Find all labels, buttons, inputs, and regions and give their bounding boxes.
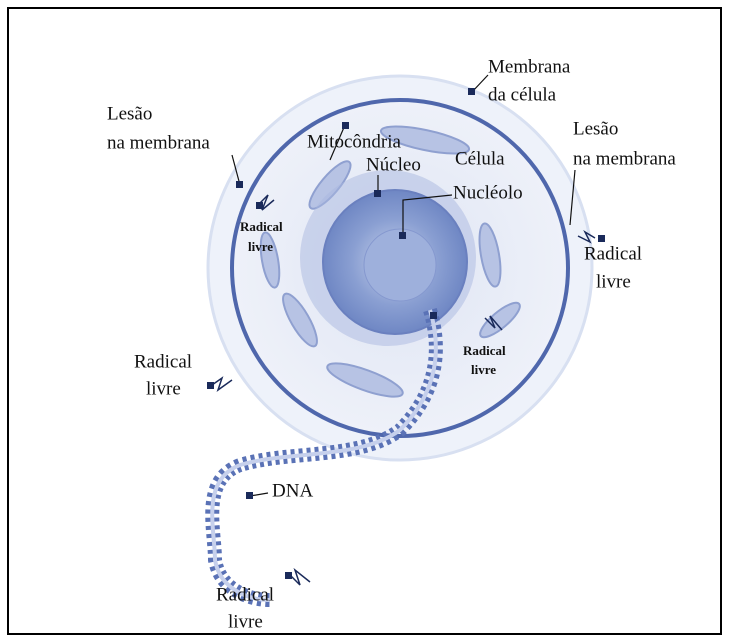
label: Lesão <box>107 103 152 124</box>
label: Lesão <box>573 118 618 139</box>
organelles <box>259 125 521 398</box>
markers <box>207 88 605 579</box>
label: livre <box>596 271 631 292</box>
label: DNA <box>272 480 313 501</box>
label: Radical <box>584 243 642 264</box>
dna-backbone <box>210 309 438 602</box>
radical-bolts <box>211 194 596 586</box>
leader-lines <box>231 74 576 497</box>
label: livre <box>248 239 273 254</box>
label: Mitocôndria <box>307 131 401 152</box>
label: livre <box>228 611 263 632</box>
label: Nucléolo <box>453 182 523 203</box>
label: na membrana <box>573 148 676 169</box>
label: Radical <box>240 219 283 234</box>
label: livre <box>471 362 496 377</box>
nucleolus <box>363 228 437 302</box>
label: Núcleo <box>366 154 421 175</box>
label: Radical <box>463 343 506 358</box>
label: na membrana <box>107 132 210 153</box>
label: livre <box>146 378 181 399</box>
label: Membrana <box>488 56 571 77</box>
label: da célula <box>488 84 557 105</box>
label: Radical <box>134 351 192 372</box>
label: Radical <box>216 584 274 605</box>
label: Célula <box>455 148 505 169</box>
